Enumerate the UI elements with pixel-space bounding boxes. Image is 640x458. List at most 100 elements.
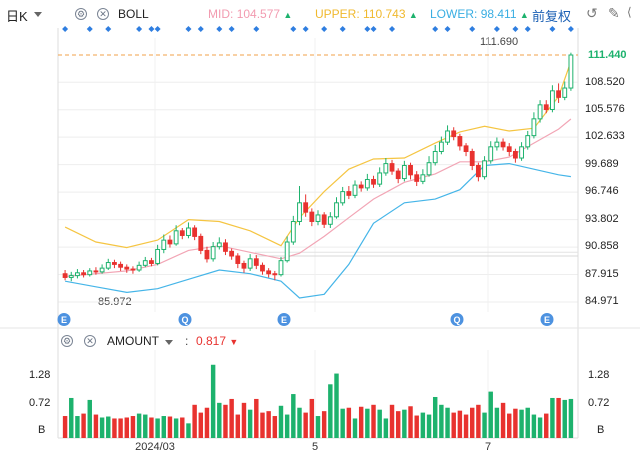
- close-indicator-icon[interactable]: ✕: [97, 8, 109, 20]
- volume-bar: [550, 397, 555, 438]
- volume-bar: [223, 404, 228, 438]
- signal-dot: [216, 26, 223, 32]
- signal-dot: [105, 26, 112, 32]
- volume-bar: [371, 404, 376, 438]
- volume-value-number: 0.817: [196, 334, 227, 348]
- quarter-marker[interactable]: Q: [450, 313, 464, 326]
- x-tick-label: 2024/03: [135, 441, 175, 453]
- earnings-marker[interactable]: E: [277, 313, 291, 326]
- volume-bar: [192, 404, 197, 438]
- candle-up: [173, 230, 179, 245]
- candle-up: [247, 258, 253, 269]
- signal-dot: [389, 26, 396, 32]
- volume-close-icon[interactable]: ✕: [84, 335, 96, 347]
- candle-up: [334, 202, 339, 218]
- candle-down: [130, 268, 136, 271]
- volume-bar: [439, 404, 444, 438]
- signal-dot: [253, 26, 260, 32]
- volume-bar: [562, 399, 567, 438]
- volume-bar: [531, 414, 537, 438]
- volume-bar: [309, 398, 315, 438]
- candle-up: [432, 150, 438, 164]
- x-tick-label: 5: [311, 441, 319, 453]
- volume-indicator-name[interactable]: AMOUNT: [107, 334, 159, 348]
- volume-bar: [544, 413, 549, 438]
- candle-up: [315, 214, 321, 222]
- volume-bar: [500, 402, 506, 438]
- quarter-marker[interactable]: Q: [178, 313, 192, 326]
- candle-up: [87, 270, 93, 276]
- earnings-marker[interactable]: E: [57, 313, 71, 326]
- candle-up: [525, 135, 531, 148]
- candle-up: [68, 275, 74, 278]
- volume-bar: [130, 416, 136, 438]
- current-price-tag: 111.440: [585, 48, 630, 62]
- volume-dropdown-icon[interactable]: [165, 340, 173, 345]
- volume-down-arrow: ▼: [229, 337, 239, 347]
- volume-bar: [180, 417, 185, 438]
- candle-down: [371, 178, 376, 185]
- volume-bar: [69, 397, 74, 438]
- candle-up: [278, 260, 284, 276]
- upper-value: 110.743: [363, 7, 406, 21]
- volume-bar: [266, 411, 271, 438]
- volume-bar: [352, 418, 358, 438]
- candle-down: [543, 104, 549, 110]
- volume-bar: [469, 407, 475, 438]
- candle-down: [506, 146, 512, 152]
- boll-mid-line: [65, 118, 572, 278]
- volume-bar: [235, 414, 241, 438]
- mid-readout: MID: 104.577 ▲: [208, 7, 292, 21]
- signal-dot: [370, 26, 377, 32]
- candle-up: [352, 184, 358, 196]
- reset-icon[interactable]: ↺: [586, 5, 598, 21]
- volume-bar: [488, 391, 493, 438]
- period-dropdown-icon[interactable]: [34, 12, 42, 17]
- settings-icon[interactable]: ⚙: [75, 8, 87, 20]
- volume-bar: [507, 413, 512, 438]
- upper-label: UPPER:: [315, 7, 360, 21]
- volume-bar: [297, 407, 302, 438]
- volume-bar: [284, 414, 290, 438]
- candle-down: [469, 150, 475, 166]
- candle-down: [266, 270, 272, 275]
- y-tick-label: 105.576: [585, 103, 625, 115]
- candle-down: [235, 255, 241, 264]
- volume-bar: [445, 407, 450, 438]
- signal-dot: [321, 26, 328, 32]
- drawing-tools-icon[interactable]: ✎: [608, 5, 620, 21]
- candle-down: [556, 90, 561, 98]
- grid: [0, 28, 640, 439]
- volume-settings-icon[interactable]: ⚙: [61, 335, 73, 347]
- adjust-mode-button[interactable]: 前复权: [532, 9, 572, 24]
- indicator-name[interactable]: BOLL: [118, 7, 149, 21]
- candle-down: [260, 264, 265, 272]
- signal-dot: [136, 26, 143, 32]
- volume-bar: [383, 418, 389, 438]
- volume-bar: [186, 423, 191, 438]
- candle-down: [149, 260, 154, 264]
- volume-bar: [389, 404, 395, 438]
- period-selector[interactable]: 日K: [6, 9, 28, 24]
- volume-bar: [210, 364, 216, 438]
- candle-down: [321, 214, 327, 225]
- candle-down: [179, 230, 185, 236]
- candle-up: [155, 248, 161, 264]
- candle-up: [364, 178, 370, 189]
- volume-y-tick-left: B: [38, 424, 46, 436]
- signal-dot: [290, 26, 297, 32]
- candle-up: [426, 162, 432, 176]
- volume-bar: [260, 412, 265, 438]
- volume-y-tick-left: 1.28: [29, 369, 51, 381]
- volume-bar: [432, 396, 438, 438]
- earnings-marker[interactable]: E: [540, 313, 554, 326]
- candle-down: [395, 170, 401, 180]
- volume-bar: [81, 413, 86, 438]
- candle-down: [124, 266, 130, 270]
- collapse-icon[interactable]: ⟨: [627, 5, 632, 19]
- candle-down: [457, 136, 463, 147]
- volume-bar: [321, 411, 327, 438]
- lower-label: LOWER:: [430, 7, 478, 21]
- signal-dot: [432, 26, 439, 32]
